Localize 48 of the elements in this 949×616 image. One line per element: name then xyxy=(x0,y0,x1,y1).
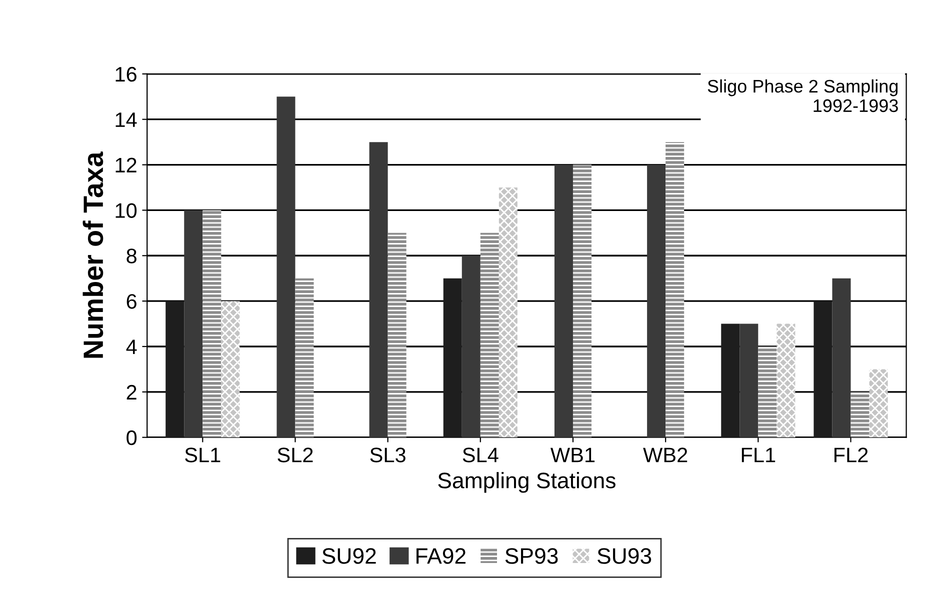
legend-label: FA92 xyxy=(416,548,466,564)
y-axis-title: Number of Taxa xyxy=(82,152,104,358)
legend-label: SU92 xyxy=(322,548,376,564)
x-tick-label: FL2 xyxy=(834,448,868,462)
y-tick-label: 14 xyxy=(116,112,137,127)
x-tick-label: FL1 xyxy=(742,448,776,462)
bar xyxy=(814,301,832,438)
bar xyxy=(758,346,777,438)
bar xyxy=(647,164,666,438)
bar xyxy=(832,278,851,438)
bar xyxy=(276,96,296,438)
y-tick-label: 8 xyxy=(126,248,136,264)
bar xyxy=(498,187,518,438)
x-tick-label: SL1 xyxy=(185,448,220,462)
y-tick-label: 16 xyxy=(116,66,136,82)
bar xyxy=(850,392,870,438)
bar xyxy=(721,324,740,438)
x-tick-label: WB2 xyxy=(643,448,688,462)
x-tick-label: WB1 xyxy=(550,448,595,462)
bar xyxy=(554,164,573,438)
bar xyxy=(462,256,480,438)
y-tick-label: 6 xyxy=(126,294,136,309)
bar xyxy=(869,369,888,438)
bar xyxy=(388,232,406,438)
x-tick-label: SL4 xyxy=(462,448,498,462)
y-tick-label: 2 xyxy=(126,384,136,400)
bar xyxy=(369,142,388,438)
x-tick-label: SL3 xyxy=(370,448,406,462)
legend-label: SP93 xyxy=(505,548,558,564)
annotation: Sligo Phase 2 Sampling 1992-1993 xyxy=(708,79,898,112)
bar xyxy=(295,278,314,438)
bar xyxy=(572,164,592,438)
y-tick-label: 10 xyxy=(116,203,137,218)
y-tick-label: 0 xyxy=(126,430,137,446)
bar xyxy=(202,210,222,438)
bar xyxy=(443,278,462,438)
bar xyxy=(184,210,203,438)
x-axis-title: Sampling Stations xyxy=(438,472,616,493)
bar xyxy=(166,301,184,438)
y-tick-label: 12 xyxy=(116,158,136,172)
legend-label: SU93 xyxy=(598,548,652,564)
bar xyxy=(221,301,240,438)
x-tick-label: SL2 xyxy=(278,448,313,462)
y-tick-label: 4 xyxy=(126,340,137,354)
bar xyxy=(740,324,758,438)
bar xyxy=(666,142,684,438)
bar xyxy=(776,324,796,438)
bar xyxy=(480,232,499,438)
